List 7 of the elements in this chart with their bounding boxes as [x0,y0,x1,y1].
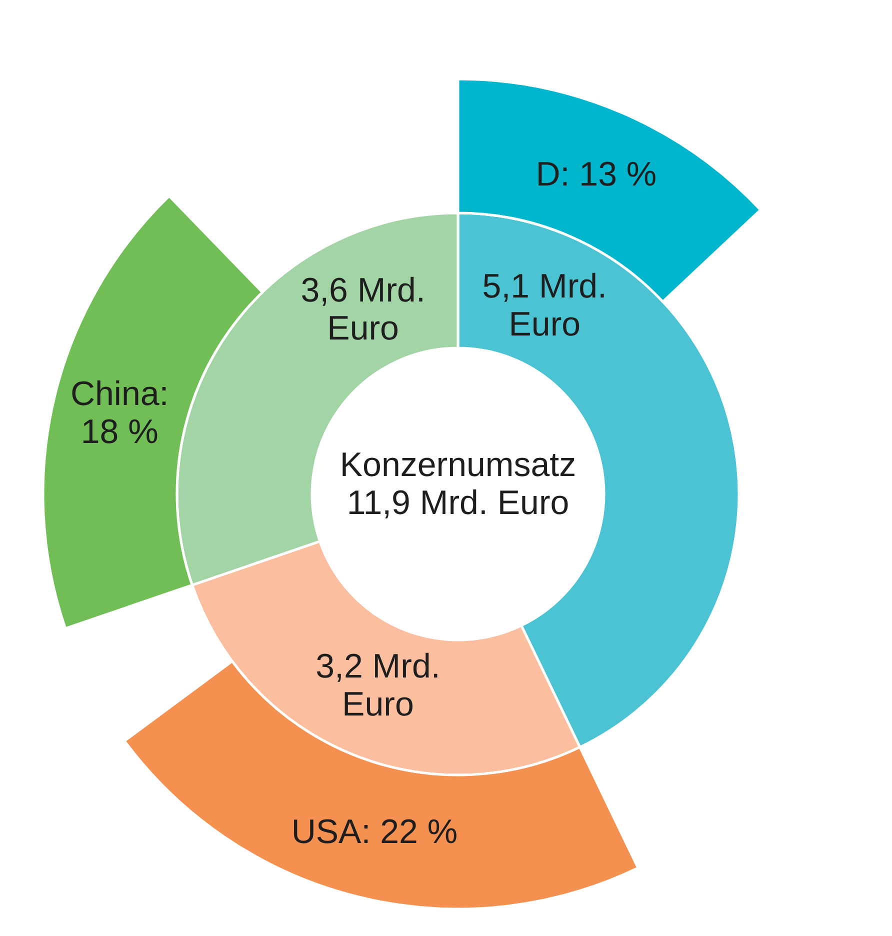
data-label: USA: 22 % [291,812,458,851]
data-label: 3,6 Mrd. Euro [300,271,426,348]
data-label: China: 18 % [70,374,169,451]
data-label: D: 13 % [536,156,657,194]
data-label: 5,1 Mrd. Euro [482,267,608,344]
data-label: 3,2 Mrd. Euro [316,647,440,724]
text: Konzernumsatz 11,9 Mrd. Euro [338,446,578,522]
